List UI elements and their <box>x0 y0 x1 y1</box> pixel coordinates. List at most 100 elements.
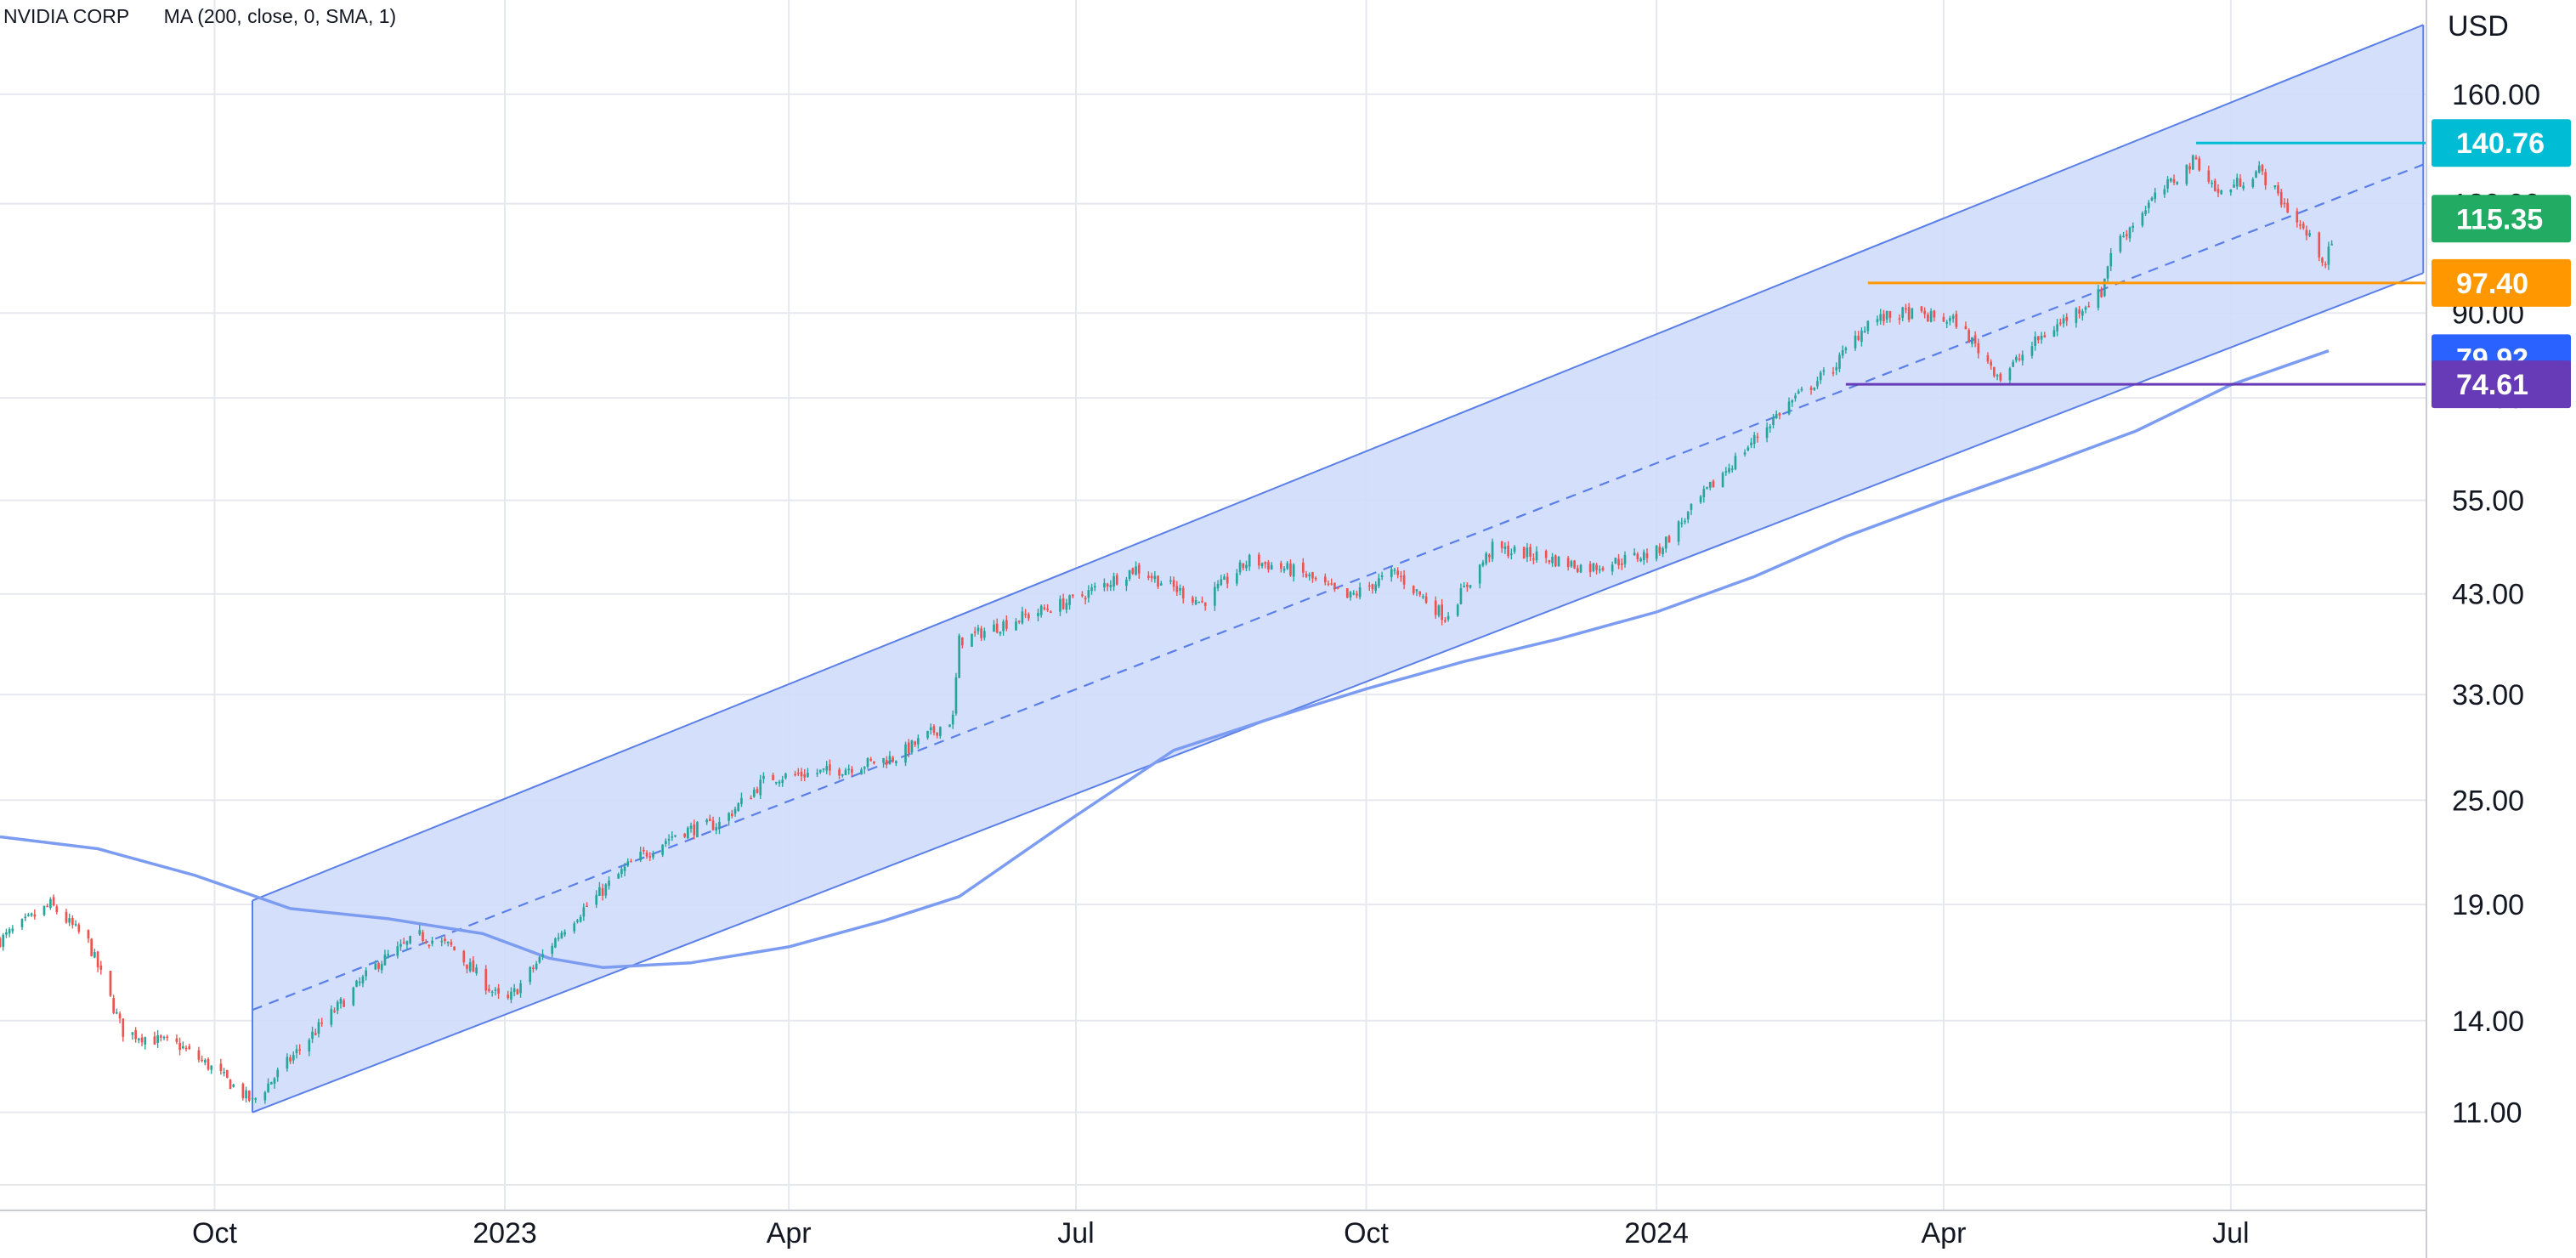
candle-body <box>138 1039 140 1040</box>
candle-body <box>652 853 654 858</box>
candle-body <box>116 1012 118 1014</box>
candle-up <box>2308 230 2311 238</box>
candle-body <box>1393 570 1396 571</box>
candle-up <box>2103 278 2106 298</box>
candle-down <box>1548 559 1551 564</box>
candle-body <box>1510 553 1513 555</box>
candle-up <box>396 941 399 959</box>
candle-down <box>402 938 405 944</box>
candle-down <box>1617 553 1620 570</box>
candle-body <box>895 761 897 764</box>
candle-body <box>762 775 765 779</box>
candle-down <box>772 772 774 781</box>
candle-body <box>289 1057 292 1062</box>
candle-down <box>532 965 535 973</box>
candle-body <box>1441 604 1444 620</box>
candle-body <box>2154 192 2157 200</box>
candle-body <box>1642 552 1645 561</box>
candle-body <box>1172 580 1175 587</box>
candle-body <box>910 740 914 753</box>
candle-down <box>1017 620 1021 625</box>
candle-body <box>42 905 46 915</box>
candle-down <box>1201 596 1203 604</box>
candle-up <box>446 941 450 947</box>
candle-body <box>2318 232 2321 258</box>
candle-body <box>1378 578 1380 586</box>
candle-body <box>1964 326 1967 330</box>
candle-up <box>1570 559 1573 569</box>
candle-down <box>188 1043 191 1051</box>
candle-body <box>2132 225 2135 229</box>
candle-down <box>1157 575 1159 590</box>
candle-down <box>2216 184 2220 197</box>
candle-up <box>926 730 929 740</box>
candle-down <box>1778 412 1781 420</box>
candle-body <box>1592 563 1595 571</box>
candle-body <box>295 1049 298 1054</box>
candle-body <box>251 1097 254 1100</box>
candle-down <box>1226 572 1229 589</box>
candle-body <box>728 813 730 821</box>
candle-up <box>1223 574 1226 581</box>
candle-up <box>1863 326 1866 333</box>
candle-body <box>1043 607 1046 609</box>
candle-body <box>665 841 667 844</box>
candle-body <box>1769 426 1772 428</box>
candle-body <box>1485 553 1487 564</box>
candle-down <box>122 1018 125 1042</box>
candle-up <box>1551 552 1554 567</box>
candle-up <box>2122 231 2125 238</box>
candle-down <box>2305 225 2308 241</box>
candle-body <box>383 954 387 966</box>
candle-up <box>1791 399 1794 407</box>
candle-body <box>1333 582 1336 588</box>
candle-body <box>1595 564 1598 570</box>
candle-up <box>1378 573 1380 589</box>
candle-body <box>1819 372 1822 381</box>
candle-down <box>2283 198 2286 208</box>
candle-body <box>1996 375 1999 377</box>
candle-body <box>1396 570 1400 575</box>
candle-body <box>1813 388 1816 390</box>
candle-body <box>1197 601 1201 604</box>
candle-up <box>5 928 8 938</box>
candle-body <box>1380 575 1384 577</box>
candle-up <box>759 774 762 799</box>
candle-up <box>822 768 825 773</box>
candle-up <box>116 1008 118 1015</box>
candle-down <box>1888 310 1892 323</box>
candle-body <box>380 964 383 971</box>
candle-down <box>2194 155 2198 160</box>
y-tick-label: 160.00 <box>2452 79 2540 111</box>
candle-body <box>926 730 929 739</box>
candle-up <box>1002 619 1005 636</box>
candle-up <box>895 760 897 767</box>
ma-200-line <box>0 349 2330 969</box>
candle-body <box>1175 586 1179 592</box>
candle-body <box>825 766 829 771</box>
candle-body <box>93 952 96 958</box>
candle-down <box>796 768 800 777</box>
candle-down <box>1927 312 1929 322</box>
candle-body <box>1087 590 1090 598</box>
candle-down <box>1005 615 1008 632</box>
candle-up <box>2106 265 2109 284</box>
candle-up <box>1611 561 1614 575</box>
candle-up <box>993 620 995 632</box>
candle-up <box>374 960 377 971</box>
candle-up <box>781 775 784 787</box>
candle-body <box>2166 178 2169 189</box>
candle-body <box>1588 564 1592 573</box>
y-tick-label: 43.00 <box>2452 579 2524 611</box>
candle-down <box>33 909 37 920</box>
candle-up <box>8 926 11 938</box>
candle-body <box>958 635 960 678</box>
candle-body <box>1882 314 1885 322</box>
candle-body <box>601 887 604 896</box>
candle-body <box>2015 356 2018 361</box>
candle-body <box>579 916 582 922</box>
candle-body <box>2305 230 2308 236</box>
candle-body <box>1062 598 1065 609</box>
price-badge-bg <box>2432 258 2571 307</box>
candle-body <box>1090 587 1093 592</box>
